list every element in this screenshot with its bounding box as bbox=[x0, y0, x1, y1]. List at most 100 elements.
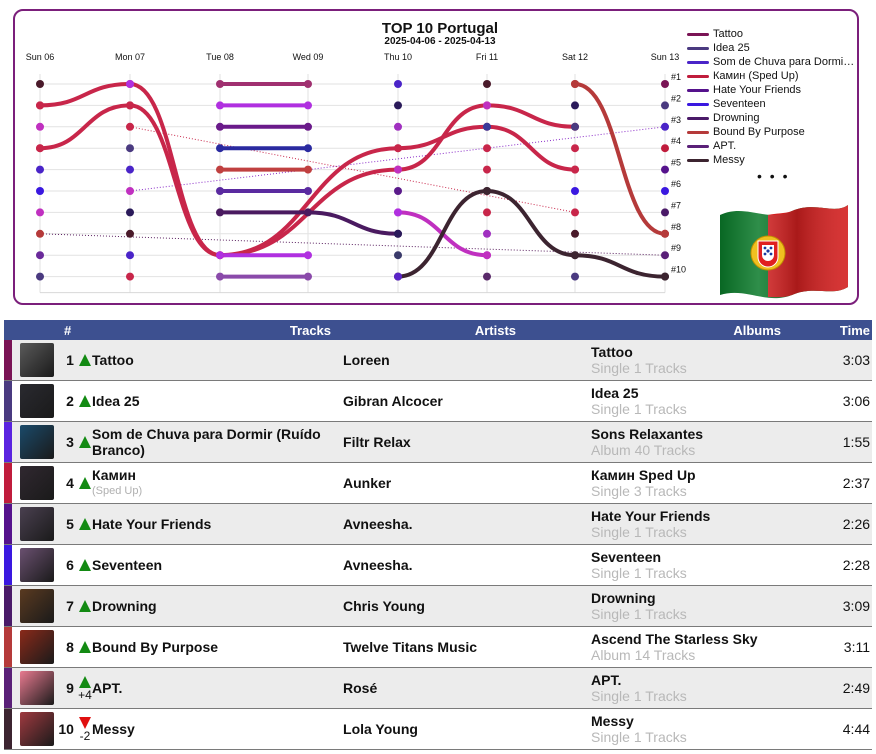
data-point bbox=[216, 251, 224, 260]
track-cell[interactable]: Tattoo bbox=[92, 340, 344, 381]
track-title[interactable]: Камин bbox=[92, 467, 136, 483]
legend-item[interactable]: Som de Chuva para Dormir (Ruído Branco) bbox=[685, 55, 855, 69]
album-name[interactable]: Messy bbox=[591, 713, 634, 729]
album-cell[interactable]: Idea 25 Single 1 Tracks bbox=[591, 380, 802, 422]
album-cell[interactable]: APT. Single 1 Tracks bbox=[591, 667, 802, 709]
artist-cell[interactable]: Filtr Relax bbox=[343, 421, 592, 463]
legend-more-indicator[interactable]: • • • bbox=[757, 168, 790, 184]
album-name[interactable]: Камин Sped Up bbox=[591, 467, 696, 483]
album-cover-image[interactable] bbox=[20, 548, 54, 582]
track-title[interactable]: APT. bbox=[92, 680, 123, 696]
track-cell[interactable]: Bound By Purpose bbox=[92, 626, 344, 668]
album-name[interactable]: Idea 25 bbox=[591, 385, 639, 401]
legend-item[interactable]: APT. bbox=[685, 139, 855, 153]
data-point bbox=[394, 101, 402, 110]
album-name[interactable]: Tattoo bbox=[591, 344, 633, 360]
header-artists[interactable]: Artists bbox=[343, 320, 592, 340]
table-row[interactable]: 6 Seventeen Avneesha. Seventeen Single 1 Tra… bbox=[4, 544, 873, 586]
data-point bbox=[483, 272, 491, 281]
track-cell[interactable]: Drowning bbox=[92, 585, 344, 627]
table-row[interactable]: 9 +4 APT. Rosé APT. Single 1 Tracks 2:49 bbox=[4, 667, 873, 709]
legend-item[interactable]: Hate Your Friends bbox=[685, 83, 855, 97]
legend-item[interactable]: Drowning bbox=[685, 111, 855, 125]
track-cell[interactable]: Камин (Sped Up) bbox=[92, 462, 344, 504]
album-cell[interactable]: Ascend The Starless Sky Album 14 Tracks bbox=[591, 626, 802, 668]
header-tracks[interactable]: Tracks bbox=[92, 320, 344, 340]
cover-cell bbox=[12, 340, 58, 381]
data-point bbox=[394, 251, 402, 260]
track-title[interactable]: Bound By Purpose bbox=[92, 639, 219, 655]
track-title[interactable]: Messy bbox=[92, 721, 135, 737]
header-rank[interactable]: # bbox=[12, 320, 93, 340]
legend-item[interactable]: Idea 25 bbox=[685, 41, 855, 55]
table-row[interactable]: 4 Камин (Sped Up) Aunker Камин Sped Up Single… bbox=[4, 462, 873, 504]
album-cover-image[interactable] bbox=[20, 343, 54, 377]
album-cover-image[interactable] bbox=[20, 507, 54, 541]
legend-item[interactable]: Tattoo bbox=[685, 27, 855, 41]
table-row[interactable]: 8 Bound By Purpose Twelve Titans Music Asce… bbox=[4, 626, 873, 668]
track-cell[interactable]: Messy bbox=[92, 708, 344, 750]
table-row[interactable]: 2 Idea 25 Gibran Alcocer Idea 25 Single 1 Tr… bbox=[4, 380, 873, 422]
album-cover-image[interactable] bbox=[20, 712, 54, 746]
artist-cell[interactable]: Aunker bbox=[343, 462, 592, 504]
track-title[interactable]: Drowning bbox=[92, 598, 157, 614]
album-cell[interactable]: Messy Single 1 Tracks bbox=[591, 708, 802, 750]
album-name[interactable]: Hate Your Friends bbox=[591, 508, 711, 524]
artist-cell[interactable]: Avneesha. bbox=[343, 503, 592, 545]
track-cell[interactable]: Idea 25 bbox=[92, 380, 344, 422]
track-title[interactable]: Seventeen bbox=[92, 557, 163, 573]
album-cell[interactable]: Drowning Single 1 Tracks bbox=[591, 585, 802, 627]
album-cell[interactable]: Seventeen Single 1 Tracks bbox=[591, 544, 802, 586]
album-cell[interactable]: Камин Sped Up Single 3 Tracks bbox=[591, 462, 802, 504]
legend-item[interactable]: Bound By Purpose bbox=[685, 125, 855, 139]
legend-swatch bbox=[687, 117, 709, 120]
header-albums[interactable]: Albums bbox=[591, 320, 802, 340]
album-cover-image[interactable] bbox=[20, 425, 54, 459]
row-color-strip bbox=[4, 667, 12, 709]
table-row[interactable]: 5 Hate Your Friends Avneesha. Hate Your Fri… bbox=[4, 503, 873, 545]
table-row[interactable]: 3 Som de Chuva para Dormir (Ruído Branco)… bbox=[4, 421, 873, 463]
album-name[interactable]: APT. bbox=[591, 672, 622, 688]
track-title[interactable]: Som de Chuva para Dormir (Ruído Branco) bbox=[92, 426, 321, 458]
album-name[interactable]: Ascend The Starless Sky bbox=[591, 631, 758, 647]
album-cell[interactable]: Tattoo Single 1 Tracks bbox=[591, 340, 802, 381]
legend-item[interactable]: Камин (Sped Up) bbox=[685, 69, 855, 83]
track-cell[interactable]: APT. bbox=[92, 667, 344, 709]
album-cover-image[interactable] bbox=[20, 384, 54, 418]
table-row[interactable]: 7 Drowning Chris Young Drowning Single 1 Tra… bbox=[4, 585, 873, 627]
track-title[interactable]: Idea 25 bbox=[92, 393, 140, 409]
album-cover-image[interactable] bbox=[20, 630, 54, 664]
album-name[interactable]: Drowning bbox=[591, 590, 656, 606]
artist-cell[interactable]: Avneesha. bbox=[343, 544, 592, 586]
album-cell[interactable]: Sons Relaxantes Album 40 Tracks bbox=[591, 421, 802, 463]
track-title[interactable]: Tattoo bbox=[92, 352, 134, 368]
track-title[interactable]: Hate Your Friends bbox=[92, 516, 212, 532]
artist-cell[interactable]: Twelve Titans Music bbox=[343, 626, 592, 668]
rank-movement bbox=[78, 394, 92, 408]
artist-cell[interactable]: Chris Young bbox=[343, 585, 592, 627]
album-cell[interactable]: Hate Your Friends Single 1 Tracks bbox=[591, 503, 802, 545]
album-name[interactable]: Sons Relaxantes bbox=[591, 426, 704, 442]
rank-cell: 3 bbox=[58, 421, 93, 463]
rank-delta: +4 bbox=[78, 687, 92, 702]
album-cover-image[interactable] bbox=[20, 671, 54, 705]
legend-item[interactable]: Seventeen bbox=[685, 97, 855, 111]
table-row[interactable]: 10 -2 Messy Lola Young Messy Single 1 Tracks 4… bbox=[4, 708, 873, 750]
legend-label: Камин (Sped Up) bbox=[713, 70, 799, 82]
chart-subtitle: 2025-04-06 - 2025-04-13 bbox=[384, 36, 496, 47]
header-time[interactable]: Time bbox=[801, 320, 873, 340]
album-name[interactable]: Seventeen bbox=[591, 549, 662, 565]
legend-item[interactable]: Messy bbox=[685, 153, 855, 167]
artist-cell[interactable]: Loreen bbox=[343, 340, 592, 381]
artist-cell[interactable]: Rosé bbox=[343, 667, 592, 709]
artist-cell[interactable]: Gibran Alcocer bbox=[343, 380, 592, 422]
track-cell[interactable]: Som de Chuva para Dormir (Ruído Branco) bbox=[92, 421, 344, 463]
track-cell[interactable]: Seventeen bbox=[92, 544, 344, 586]
data-point bbox=[483, 229, 491, 238]
artist-cell[interactable]: Lola Young bbox=[343, 708, 592, 750]
table-row[interactable]: 1 Tattoo Loreen Tattoo Single 1 Tracks 3:03 bbox=[4, 340, 873, 381]
track-cell[interactable]: Hate Your Friends bbox=[92, 503, 344, 545]
album-cover-image[interactable] bbox=[20, 589, 54, 623]
track-duration: 2:37 bbox=[801, 462, 873, 504]
album-cover-image[interactable] bbox=[20, 466, 54, 500]
